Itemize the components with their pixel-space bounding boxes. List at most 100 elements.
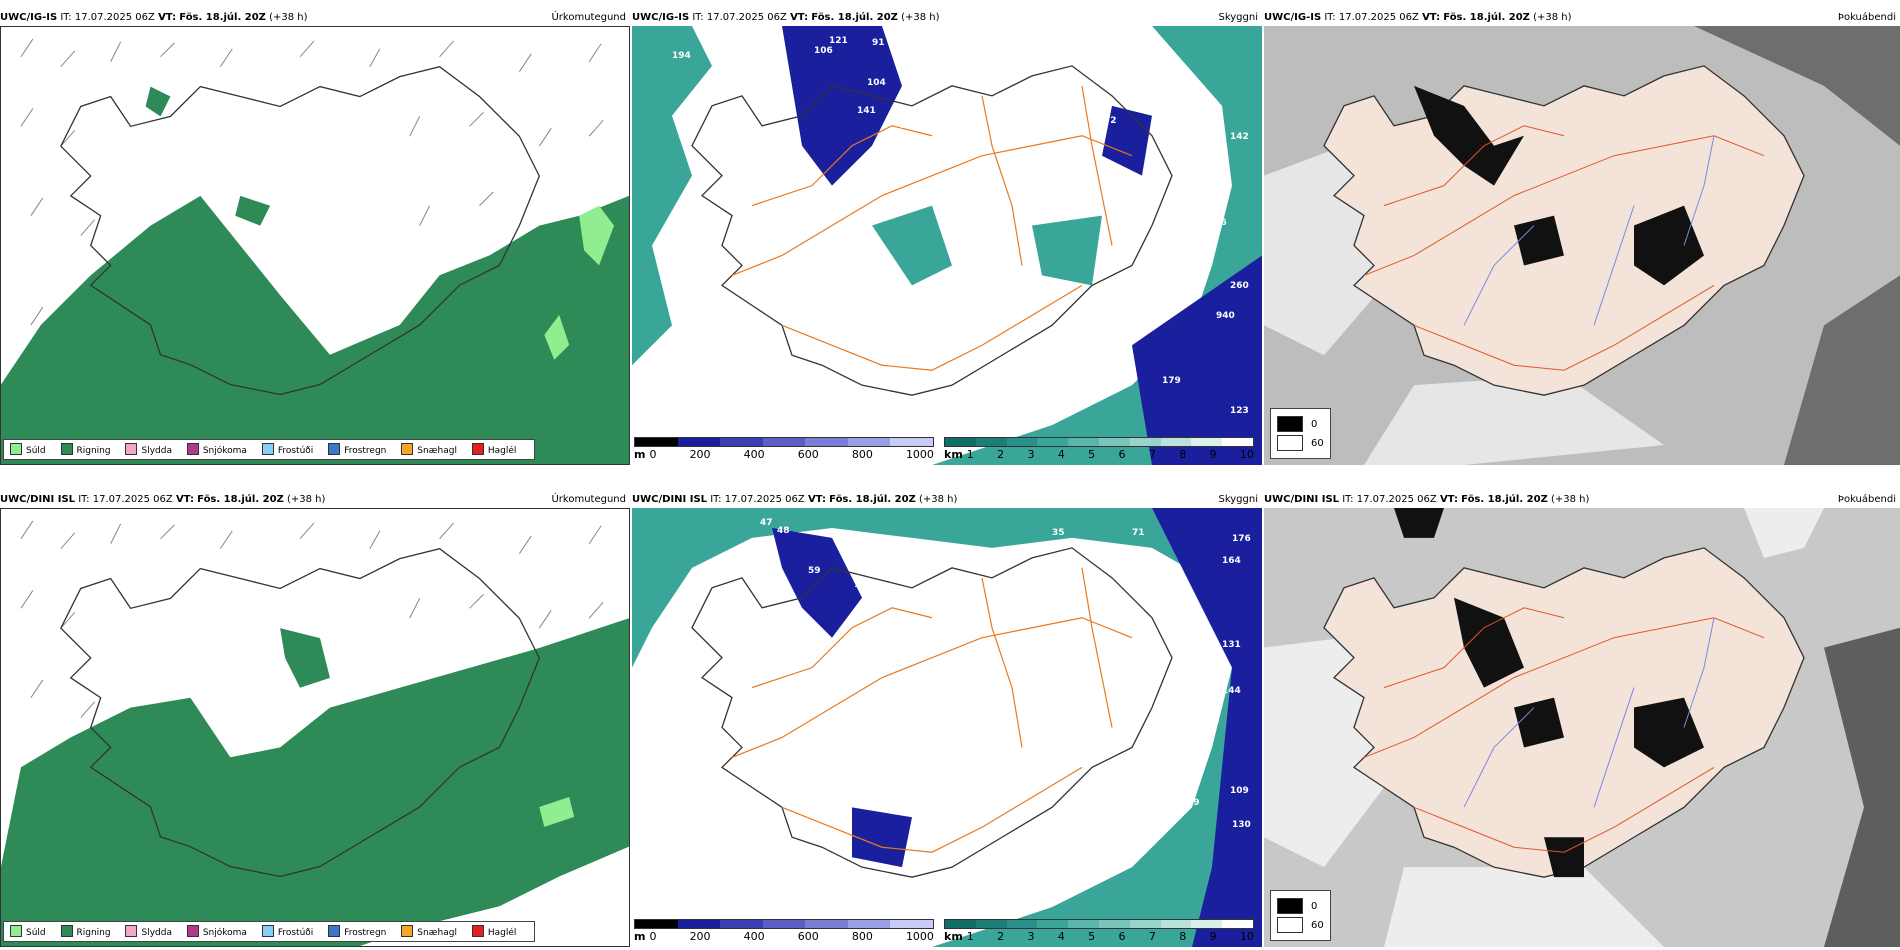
legend-item: Slydda [125, 925, 172, 938]
vis-label: 425 [1168, 746, 1187, 756]
visibility-scale: km 1 2 3 4 5 6 7 8 9 10 [944, 437, 1254, 461]
legend-item: Snjókoma [186, 443, 247, 456]
iceland-coast [60, 548, 540, 878]
fog-map[interactable]: 0 60 [1264, 26, 1900, 465]
valid-time: Fös. 18.júl. 20Z [1461, 494, 1548, 505]
vis-label: 164 [1222, 556, 1241, 566]
vt-label: VT: [1439, 494, 1458, 505]
legend-item: Snæhagl [401, 925, 457, 938]
swatch [328, 925, 341, 937]
model-name: UWC/IG-IS [632, 12, 690, 23]
vt-label: VT: [1422, 12, 1441, 23]
vis-label: 81 [1152, 816, 1165, 826]
model-name: UWC/IG-IS [1264, 12, 1322, 23]
swatch [1277, 416, 1303, 432]
fog-legend: 0 60 [1270, 890, 1331, 941]
swatch [471, 925, 484, 937]
swatch [261, 925, 274, 937]
vis-label: 35 [1052, 528, 1065, 538]
fog-map[interactable]: 0 60 [1264, 508, 1900, 947]
it-label: IT: [78, 494, 90, 505]
fog-legend-row: 60 [1277, 435, 1324, 451]
rivers [1463, 617, 1715, 808]
swatch [60, 443, 73, 455]
legend-item: Súld [10, 443, 46, 456]
swatch [10, 925, 22, 937]
vis-label: 146 [854, 580, 873, 590]
swatch [186, 925, 199, 937]
vis-label: 104 [867, 78, 886, 88]
drizzle-area [280, 628, 330, 688]
visibility-map-svg [632, 508, 1262, 947]
legend-item: Frostúði [261, 443, 313, 456]
elevation-colorbar [634, 919, 934, 929]
vis-label: 40 [942, 798, 955, 808]
fog-legend: 0 60 [1270, 408, 1331, 459]
vis-label: 940 [1216, 311, 1235, 321]
visibility-map[interactable]: 121 91 106 194 45 104 49 43 141 53 43 49… [632, 26, 1262, 465]
it-label: IT: [1324, 12, 1336, 23]
swatch [10, 443, 22, 455]
fog-map-svg [1264, 508, 1900, 947]
visibility-ticks: km 1 2 3 4 5 6 7 8 9 10 [944, 448, 1254, 461]
vis-label: 121 [829, 36, 848, 46]
vis-label: 106 [1208, 218, 1227, 228]
vis-label: 47 [760, 518, 773, 528]
vis-label: 71 [1132, 528, 1145, 538]
model-name: UWC/DINI ISL [632, 494, 708, 505]
swatch [1277, 898, 1303, 914]
drizzle-area [539, 797, 575, 827]
valid-time: Fös. 18.júl. 20Z [811, 12, 898, 23]
it-label: IT: [1342, 494, 1354, 505]
valid-time: Fös. 18.júl. 20Z [829, 494, 916, 505]
swatch [401, 443, 414, 455]
vis-label: 79 [842, 658, 855, 668]
vis-label: 91 [872, 38, 885, 48]
fog-map-svg [1264, 26, 1900, 465]
vis-label: 123 [1230, 406, 1249, 416]
roads [731, 85, 1133, 371]
panel-title: Úrkomutegund [551, 494, 626, 505]
lead-time: (+38 h) [919, 494, 958, 505]
vis-label: 108 [1187, 703, 1206, 713]
visibility-map[interactable]: 47 48 93 59 118 146 79 359 35 71 110 95 … [632, 508, 1262, 947]
model-name: UWC/IG-IS [0, 12, 58, 23]
precip-map[interactable]: Súld Rigning Slydda Snjókoma Frostúði Fr… [0, 508, 630, 947]
legend-item: Haglél [471, 443, 516, 456]
panel-title: Þokuábendi [1837, 494, 1896, 505]
swatch [60, 925, 73, 937]
it-label: IT: [60, 12, 72, 23]
precip-legend: Súld Rigning Slydda Snjókoma Frostúði Fr… [3, 921, 536, 942]
swatch [1277, 435, 1303, 451]
legend-item: Haglél [471, 925, 516, 938]
visibility-colorbar [944, 437, 1254, 447]
swatch [1277, 917, 1303, 933]
model-name: UWC/DINI ISL [1264, 494, 1340, 505]
fog-legend-row: 0 [1277, 416, 1324, 432]
vis-label: 194 [672, 51, 691, 61]
vt-label: VT: [158, 12, 177, 23]
roads [1363, 125, 1765, 371]
precip-map-svg [1, 27, 629, 464]
panel-header: UWC/DINI ISL IT: 17.07.2025 06Z VT: Fös.… [632, 492, 1262, 508]
lead-time: (+38 h) [1533, 12, 1572, 23]
vis-label: 30 [957, 391, 970, 401]
vis-label: 359 [1044, 730, 1063, 740]
swatch [328, 443, 341, 455]
legend-item: Rigning [60, 925, 111, 938]
swatch [261, 443, 274, 455]
init-time: 17.07.2025 06Z [724, 494, 805, 505]
panel-header: UWC/DINI ISL IT: 17.07.2025 06Z VT: Fös.… [0, 492, 630, 508]
rain-area [1, 195, 629, 464]
vis-label: 49 [764, 86, 777, 96]
lead-time: (+38 h) [287, 494, 326, 505]
swatch [125, 443, 138, 455]
vis-label: 118 [882, 566, 901, 576]
precip-map[interactable]: Súld Rigning Slydda Snjókoma Frostúði Fr… [0, 26, 630, 465]
roads [731, 567, 1133, 853]
legend-item: Snjókoma [186, 925, 247, 938]
vt-label: VT: [175, 494, 194, 505]
vis-label: 131 [1222, 640, 1241, 650]
